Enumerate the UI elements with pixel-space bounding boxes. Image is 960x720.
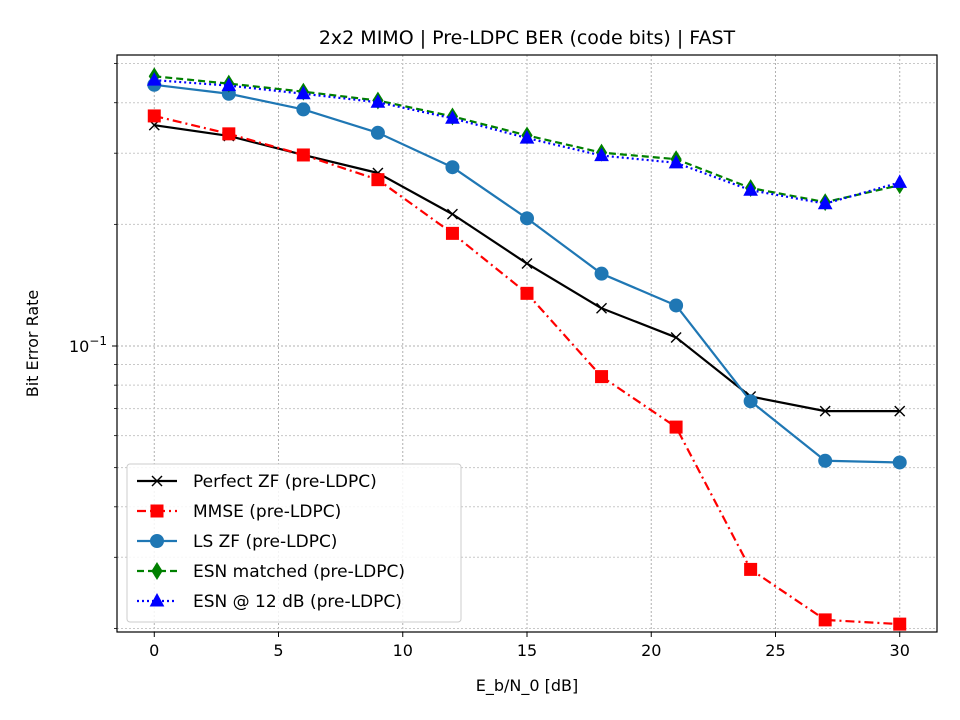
data-point xyxy=(743,394,758,409)
data-point xyxy=(744,562,758,576)
legend-label: LS ZF (pre-LDPC) xyxy=(193,532,337,552)
y-tick-label: 10−1 xyxy=(69,334,107,356)
legend-label: ESN matched (pre-LDPC) xyxy=(193,562,405,582)
marker-stroke xyxy=(521,258,533,270)
legend-box xyxy=(126,463,462,623)
data-point xyxy=(521,258,533,270)
data-point xyxy=(669,298,684,313)
data-point xyxy=(445,110,460,124)
legend-marker xyxy=(151,562,163,580)
data-point xyxy=(892,455,907,470)
plot-area-frame xyxy=(116,54,938,633)
chart-title: 2x2 MIMO | Pre-LDPC BER (code bits) | FA… xyxy=(319,27,736,49)
data-point xyxy=(817,195,833,210)
series-2 xyxy=(147,77,907,470)
x-axis-title: E_b/N_0 [dB] xyxy=(476,676,579,696)
x-tick-label: 20 xyxy=(641,641,661,660)
data-point xyxy=(445,160,460,175)
data-point xyxy=(370,94,386,108)
y-axis-title: Bit Error Rate xyxy=(23,290,42,398)
data-point xyxy=(670,331,682,343)
marker-stroke xyxy=(151,475,163,487)
data-point xyxy=(819,405,831,417)
legend-entry: ESN @ 12 dB (pre-LDPC) xyxy=(137,592,402,612)
data-point xyxy=(446,208,458,220)
data-point xyxy=(222,127,236,141)
series-4 xyxy=(146,72,908,210)
marker-stroke xyxy=(819,405,831,417)
data-point xyxy=(595,370,609,384)
legend-entry: LS ZF (pre-LDPC) xyxy=(137,532,337,552)
series-1 xyxy=(147,109,907,631)
marker-stroke xyxy=(596,302,608,314)
legend-label: Perfect ZF (pre-LDPC) xyxy=(193,472,377,492)
legend-label: MMSE (pre-LDPC) xyxy=(193,502,341,522)
data-point xyxy=(445,226,459,240)
marker-stroke xyxy=(894,405,906,417)
data-point xyxy=(370,125,385,140)
data-point xyxy=(296,148,310,162)
legend-marker xyxy=(150,534,164,548)
data-point xyxy=(818,613,832,627)
data-point xyxy=(146,72,162,86)
data-point xyxy=(669,420,683,434)
data-point xyxy=(668,154,684,169)
data-point xyxy=(371,173,385,187)
data-point xyxy=(296,85,311,100)
data-point xyxy=(519,130,535,144)
tick-layer: 0 5 10 15 20 25 30 10−1 xyxy=(69,63,910,660)
marker-stroke xyxy=(670,331,682,343)
legend-entry: Perfect ZF (pre-LDPC) xyxy=(137,472,377,492)
series-layer xyxy=(146,67,908,631)
legend-items: Perfect ZF (pre-LDPC) MMSE (pre-LDPC) LS Z… xyxy=(137,472,405,612)
legend-marker xyxy=(149,592,165,607)
data-point xyxy=(147,109,161,123)
data-point xyxy=(520,211,534,226)
legend-entry: ESN matched (pre-LDPC) xyxy=(137,562,405,582)
legend-marker xyxy=(151,475,163,487)
data-point xyxy=(893,617,907,631)
data-point xyxy=(594,147,609,162)
legend-marker xyxy=(150,504,164,518)
data-point xyxy=(296,102,311,117)
legend-label: ESN @ 12 dB (pre-LDPC) xyxy=(193,592,402,612)
x-tick-label: 5 xyxy=(273,641,283,660)
x-tick-label: 0 xyxy=(149,641,159,660)
data-point xyxy=(743,182,758,196)
x-tick-label: 10 xyxy=(393,641,413,660)
data-point xyxy=(818,453,833,468)
marker-stroke xyxy=(446,208,458,220)
data-point xyxy=(894,405,906,417)
x-tick-label: 15 xyxy=(517,641,537,660)
data-point xyxy=(520,286,534,300)
x-tick-label: 25 xyxy=(765,641,785,660)
data-point xyxy=(594,266,609,281)
legend-entry: MMSE (pre-LDPC) xyxy=(137,502,341,522)
x-tick-label: 30 xyxy=(890,641,910,660)
data-point xyxy=(892,174,908,188)
data-point xyxy=(596,302,608,314)
legend: Perfect ZF (pre-LDPC) MMSE (pre-LDPC) LS Z… xyxy=(126,463,462,623)
data-point xyxy=(221,77,237,92)
